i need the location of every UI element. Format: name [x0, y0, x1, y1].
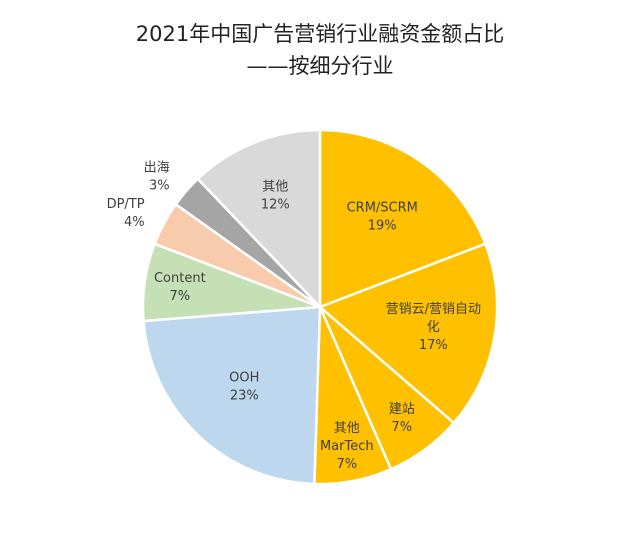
slice-value-label: 7%: [336, 457, 357, 472]
slice-category-label: MarTech: [320, 439, 374, 454]
chart-subtitle: ——按细分行业: [246, 54, 394, 78]
slice-value-label: 7%: [170, 289, 191, 304]
slice-category-label: 建站: [389, 402, 415, 417]
slice-value-label: 19%: [368, 219, 397, 234]
pie-slice: [196, 128, 322, 311]
slice-category-label: CRM/SCRM: [347, 201, 418, 216]
slice-value-label: 7%: [392, 420, 413, 435]
pie-slice: [317, 242, 499, 425]
pie-slice: [142, 305, 322, 486]
slice-category-label: 化: [427, 320, 440, 335]
slice-value-label: 3%: [149, 179, 170, 194]
slice-category-label: Content: [154, 271, 206, 286]
slice-category-label: 出海: [144, 161, 170, 176]
chart-title: 2021年中国广告营销行业融资金额占比: [135, 22, 505, 46]
slice-category-label: OOH: [229, 370, 259, 385]
slice-category-label: DP/TP: [107, 197, 145, 212]
pie-slice: [318, 128, 487, 309]
slice-category-label: 其他: [334, 421, 360, 436]
slice-value-label: 4%: [124, 215, 145, 230]
slice-value-label: 23%: [230, 388, 259, 403]
slice-value-label: 12%: [261, 197, 290, 212]
slice-category-label: 其他: [262, 179, 288, 194]
slice-value-label: 17%: [419, 338, 448, 353]
slice-category-label: 营销云/营销自动: [386, 302, 481, 317]
